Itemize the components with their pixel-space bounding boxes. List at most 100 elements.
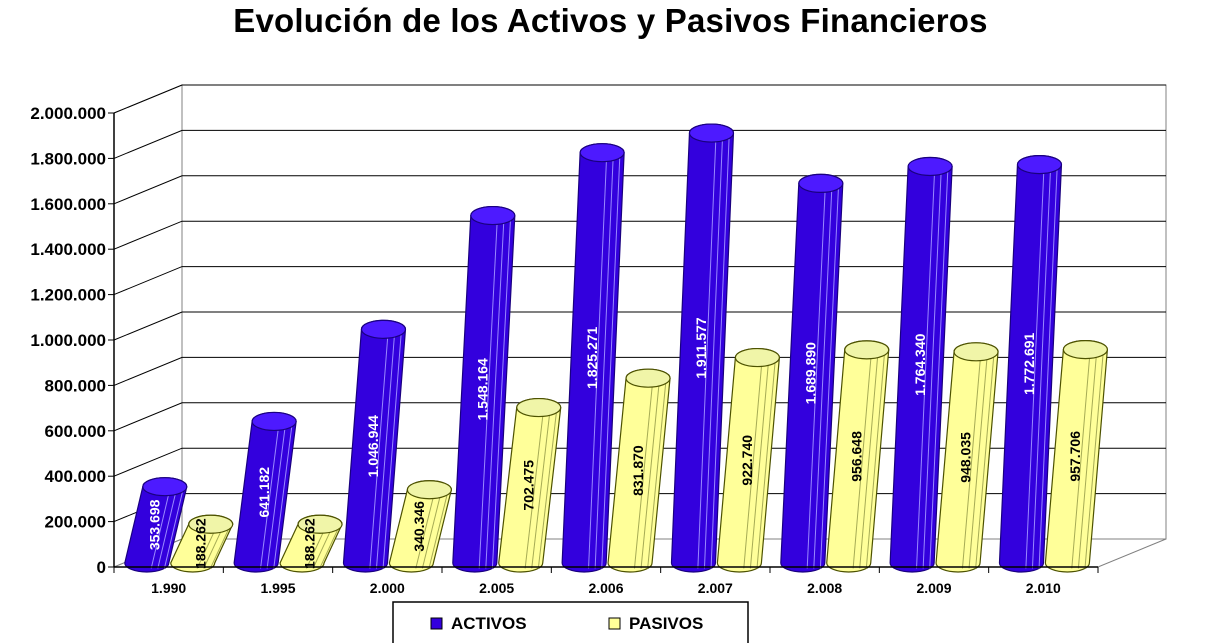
data-label: 340.346 (411, 501, 427, 552)
bar-shade-line (415, 495, 435, 569)
bar-pasivos: 702.475 (498, 397, 562, 573)
data-label: 702.475 (520, 460, 536, 511)
bar-top (579, 143, 625, 163)
data-label: 1.046.944 (365, 415, 381, 477)
bar-shade-line (375, 334, 395, 569)
bar-shade-line (305, 529, 325, 569)
bar-shade-line (537, 412, 557, 569)
data-label: 353.698 (147, 499, 163, 550)
y-axis-ticks: 0 200.000 400.000 600.000 800.000 1.000.000 1.… (30, 104, 115, 577)
bar-shade-line (382, 334, 402, 569)
bar-shade-line (647, 383, 667, 569)
data-label: 188.262 (302, 518, 318, 569)
bar-shade-line (703, 138, 723, 569)
x-tick-label: 2.005 (479, 580, 514, 596)
data-label: 948.035 (958, 432, 974, 483)
bar-activos: 641.182 (233, 411, 297, 573)
bar-shade-line (1084, 354, 1104, 569)
bar-shade-line (588, 158, 608, 569)
x-tick-label: 2.006 (588, 580, 623, 596)
legend-swatch (430, 617, 443, 630)
bar-shade-line (710, 138, 730, 569)
bar-shade-line (806, 188, 826, 569)
bar-shade-line (922, 171, 942, 569)
bar-shade-line (203, 529, 223, 569)
bar-shade-line (749, 362, 769, 569)
bar-pasivos: 188.262 (170, 514, 234, 573)
y-tick-label: 800.000 (45, 376, 106, 395)
bar-top (798, 173, 844, 193)
bar-top (188, 514, 234, 534)
x-tick-label: 2.000 (370, 580, 405, 596)
bar-top (953, 342, 999, 362)
bar-pasivos: 957.706 (1044, 340, 1108, 573)
bar-activos: 1.825.271 (561, 143, 625, 573)
bar-shade-line (491, 220, 511, 569)
bar-shade-line (485, 220, 505, 569)
bar-top (688, 123, 735, 143)
data-label: 641.182 (256, 467, 272, 518)
bar-shade-line (640, 383, 660, 569)
bar-top (1016, 154, 1063, 175)
y-tick-label: 0 (97, 558, 106, 577)
y-tick-label: 400.000 (45, 467, 106, 486)
bar-shade-line (312, 529, 332, 569)
data-label: 956.648 (848, 431, 864, 482)
bar-shade-line (916, 171, 936, 569)
bar-shade-line (1031, 169, 1051, 569)
grid-line (113, 356, 1166, 386)
bar-shade-line (369, 334, 389, 569)
bar-top (470, 205, 516, 226)
bar-shade-line (929, 171, 949, 569)
data-label: 1.689.890 (803, 342, 819, 404)
bar-top (516, 397, 562, 418)
legend-box (392, 601, 749, 643)
bar-shade-line (819, 188, 839, 569)
bar-shade-line (209, 529, 229, 569)
data-label: 1.764.340 (912, 333, 928, 395)
bar-top (142, 477, 188, 497)
bar-top (406, 480, 452, 500)
bar-shade-line (266, 426, 286, 569)
bar-shade-line (531, 412, 551, 569)
bar-pasivos: 188.262 (279, 514, 343, 573)
bar-shade-line (859, 355, 879, 569)
bar-activos: 1.772.691 (998, 154, 1063, 573)
bar-pasivos: 948.035 (935, 342, 999, 573)
bar-shade-line (428, 495, 448, 569)
bar-top (360, 319, 407, 339)
bar-shade-line (157, 491, 177, 569)
grid-line (113, 175, 1166, 205)
y-tick-label: 2.000.000 (30, 104, 106, 123)
grid-line (113, 129, 1166, 159)
bar-top (844, 340, 890, 360)
bar-shade-line (478, 220, 498, 569)
bar-activos: 1.689.890 (780, 173, 844, 573)
bar-top (625, 368, 671, 388)
y-tick-label: 1.200.000 (30, 286, 106, 305)
x-tick-label: 1.995 (260, 580, 295, 596)
bar-shade-line (756, 362, 776, 569)
bar-activos: 1.764.340 (889, 156, 953, 573)
y-tick-label: 1.800.000 (30, 149, 106, 168)
bar-top (907, 156, 953, 177)
data-label: 1.825.271 (584, 326, 600, 388)
bar-shade-line (150, 491, 170, 569)
grid-line (113, 311, 1166, 341)
legend-swatch (608, 617, 621, 630)
data-label: 922.740 (739, 435, 755, 486)
bars: 353.698 188.262 641.182 188.262 1.046.944 340… (124, 123, 1108, 573)
bar-shade-line (1071, 354, 1091, 569)
x-tick-label: 2.009 (916, 580, 951, 596)
bar-top (734, 347, 780, 368)
x-tick-label: 2.007 (698, 580, 733, 596)
bar-activos: 1.548.164 (452, 205, 516, 573)
bar-shade-line (813, 188, 833, 569)
bar-top (1062, 340, 1108, 360)
bar-shade-line (196, 529, 216, 569)
bar-shade-line (743, 362, 763, 569)
bar-shade-line (975, 357, 995, 569)
legend: ACTIVOS PASIVOS (392, 601, 749, 643)
legend-label: PASIVOS (629, 614, 703, 633)
